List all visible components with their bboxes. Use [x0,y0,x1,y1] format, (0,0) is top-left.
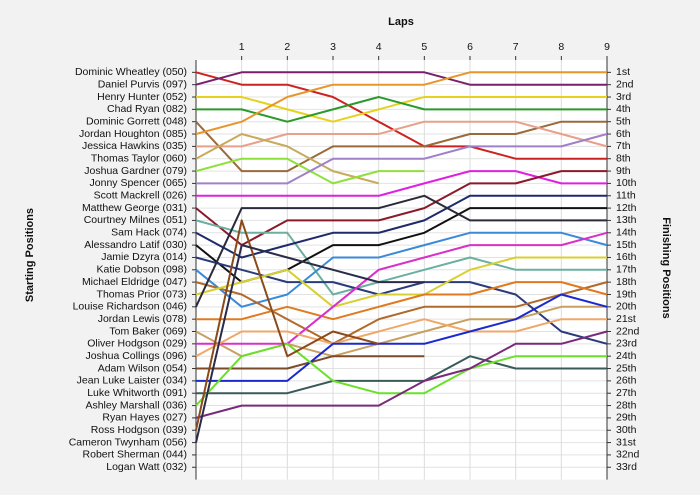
driver-label: Dominic Wheatley (050) [75,66,187,78]
driver-line [195,219,607,296]
driver-line [195,219,379,431]
driver-line [196,281,608,321]
driver-line [195,256,607,308]
y-tick-label: 20th [616,301,637,313]
y-tick-label: 1st [616,66,630,78]
y-tick-label: 7th [616,140,631,152]
driver-line [196,293,608,382]
y-tick-label: 16th [616,251,637,263]
driver-label: Scott Mackrell (026) [94,190,187,202]
driver-line [195,133,379,185]
driver-line [195,318,607,358]
x-tick-label: 9 [604,41,610,53]
driver-line [195,194,607,308]
driver-line [195,244,425,443]
driver-label: Jordan Lewis (078) [98,313,187,325]
y-tick-label: 19th [616,288,637,300]
driver-label: Robert Sherman (044) [83,449,187,461]
y-tick-label: 8th [616,153,631,165]
y-tick-label: 22nd [616,325,640,337]
driver-label: Jamie Dzyra (014) [101,251,187,263]
y-tick-label: 12th [616,202,637,214]
y-tick-label: 29th [616,412,637,424]
y-tick-label: 13th [616,214,637,226]
x-tick-label: 8 [558,41,564,53]
driver-label: Cameron Twynham (056) [69,436,187,448]
y-tick-label: 5th [616,115,631,127]
y-tick-label: 30th [616,424,637,436]
y-axis-title-right: Finishing Positions [660,217,672,318]
driver-line [196,133,608,185]
driver-label: Oliver Hodgson (029) [87,338,187,350]
driver-label: Luke Whitworth (091) [87,387,187,399]
y-tick-label: 26th [616,375,637,387]
y-tick-label: 11th [616,190,636,202]
driver-label: Adam Wilson (054) [98,362,187,374]
x-tick-label: 1 [239,41,245,53]
driver-label: Thomas Prior (073) [97,288,187,300]
x-tick-label: 7 [513,41,519,53]
driver-label: Dominic Gorrett (048) [86,115,187,127]
driver-line [195,71,607,160]
y-tick-label: 14th [616,227,637,239]
y-tick-label: 27th [616,387,637,399]
y-tick-label: 31st [616,436,636,448]
driver-label: Joshua Collings (096) [85,350,187,362]
driver-label: Sam Hack (074) [111,227,187,239]
driver-label: Matthew George (031) [82,202,187,214]
driver-line [195,330,608,419]
driver-line [195,231,608,308]
y-tick-label: 4th [616,103,631,115]
y-tick-label: 9th [616,165,631,177]
y-tick-label: 10th [616,177,637,189]
x-tick-label: 4 [376,41,382,53]
y-tick-label: 6th [616,128,631,140]
chart-title: Laps [388,16,414,28]
driver-line [195,71,607,86]
driver-label: Jonny Spencer (065) [90,177,187,189]
x-tick-label: 5 [421,41,427,53]
x-tick-label: 2 [284,41,290,53]
y-tick-label: 28th [616,399,637,411]
driver-label: Louise Richardson (046) [73,301,187,313]
y-tick-label: 2nd [616,78,634,90]
y-tick-label: 32nd [616,449,640,461]
driver-label: Jessica Hawkins (035) [82,140,187,152]
x-tick-label: 6 [467,41,473,53]
y-axis-title-left: Starting Positions [24,208,36,302]
y-tick-label: 3rd [616,91,631,103]
driver-line [196,96,607,123]
driver-label: Joshua Gardner (079) [84,165,187,177]
driver-label: Courtney Milnes (051) [84,214,187,226]
x-tick-label: 3 [330,41,336,53]
y-tick-label: 33rd [616,461,637,473]
driver-line [195,71,607,135]
driver-label: Chad Ryan (082) [107,103,187,115]
driver-label: Ross Hodgson (039) [91,424,187,436]
driver-label: Jordan Houghton (085) [79,128,187,140]
driver-label: Ryan Hayes (027) [102,412,187,424]
driver-label: Katie Dobson (098) [97,264,187,276]
driver-label: Ashley Marshall (036) [85,399,187,411]
driver-label: Alessandro Latif (030) [84,239,187,251]
driver-label: Jean Luke Laister (034) [77,375,187,387]
driver-label: Tom Baker (069) [109,325,187,337]
driver-line [196,231,608,345]
driver-label: Thomas Taylor (060) [91,153,187,165]
y-tick-label: 17th [616,264,637,276]
driver-label: Henry Hunter (052) [97,91,187,103]
y-tick-label: 15th [616,239,637,251]
y-tick-label: 18th [616,276,637,288]
driver-line [195,281,608,345]
driver-label: Michael Eldridge (047) [82,276,187,288]
driver-line [196,355,607,395]
driver-label: Daniel Purvis (097) [98,78,187,90]
y-tick-label: 24th [616,350,637,362]
y-tick-label: 21st [616,313,636,325]
driver-label: Logan Watt (032) [106,461,187,473]
y-tick-label: 25th [616,362,637,374]
y-tick-label: 23rd [616,338,637,350]
